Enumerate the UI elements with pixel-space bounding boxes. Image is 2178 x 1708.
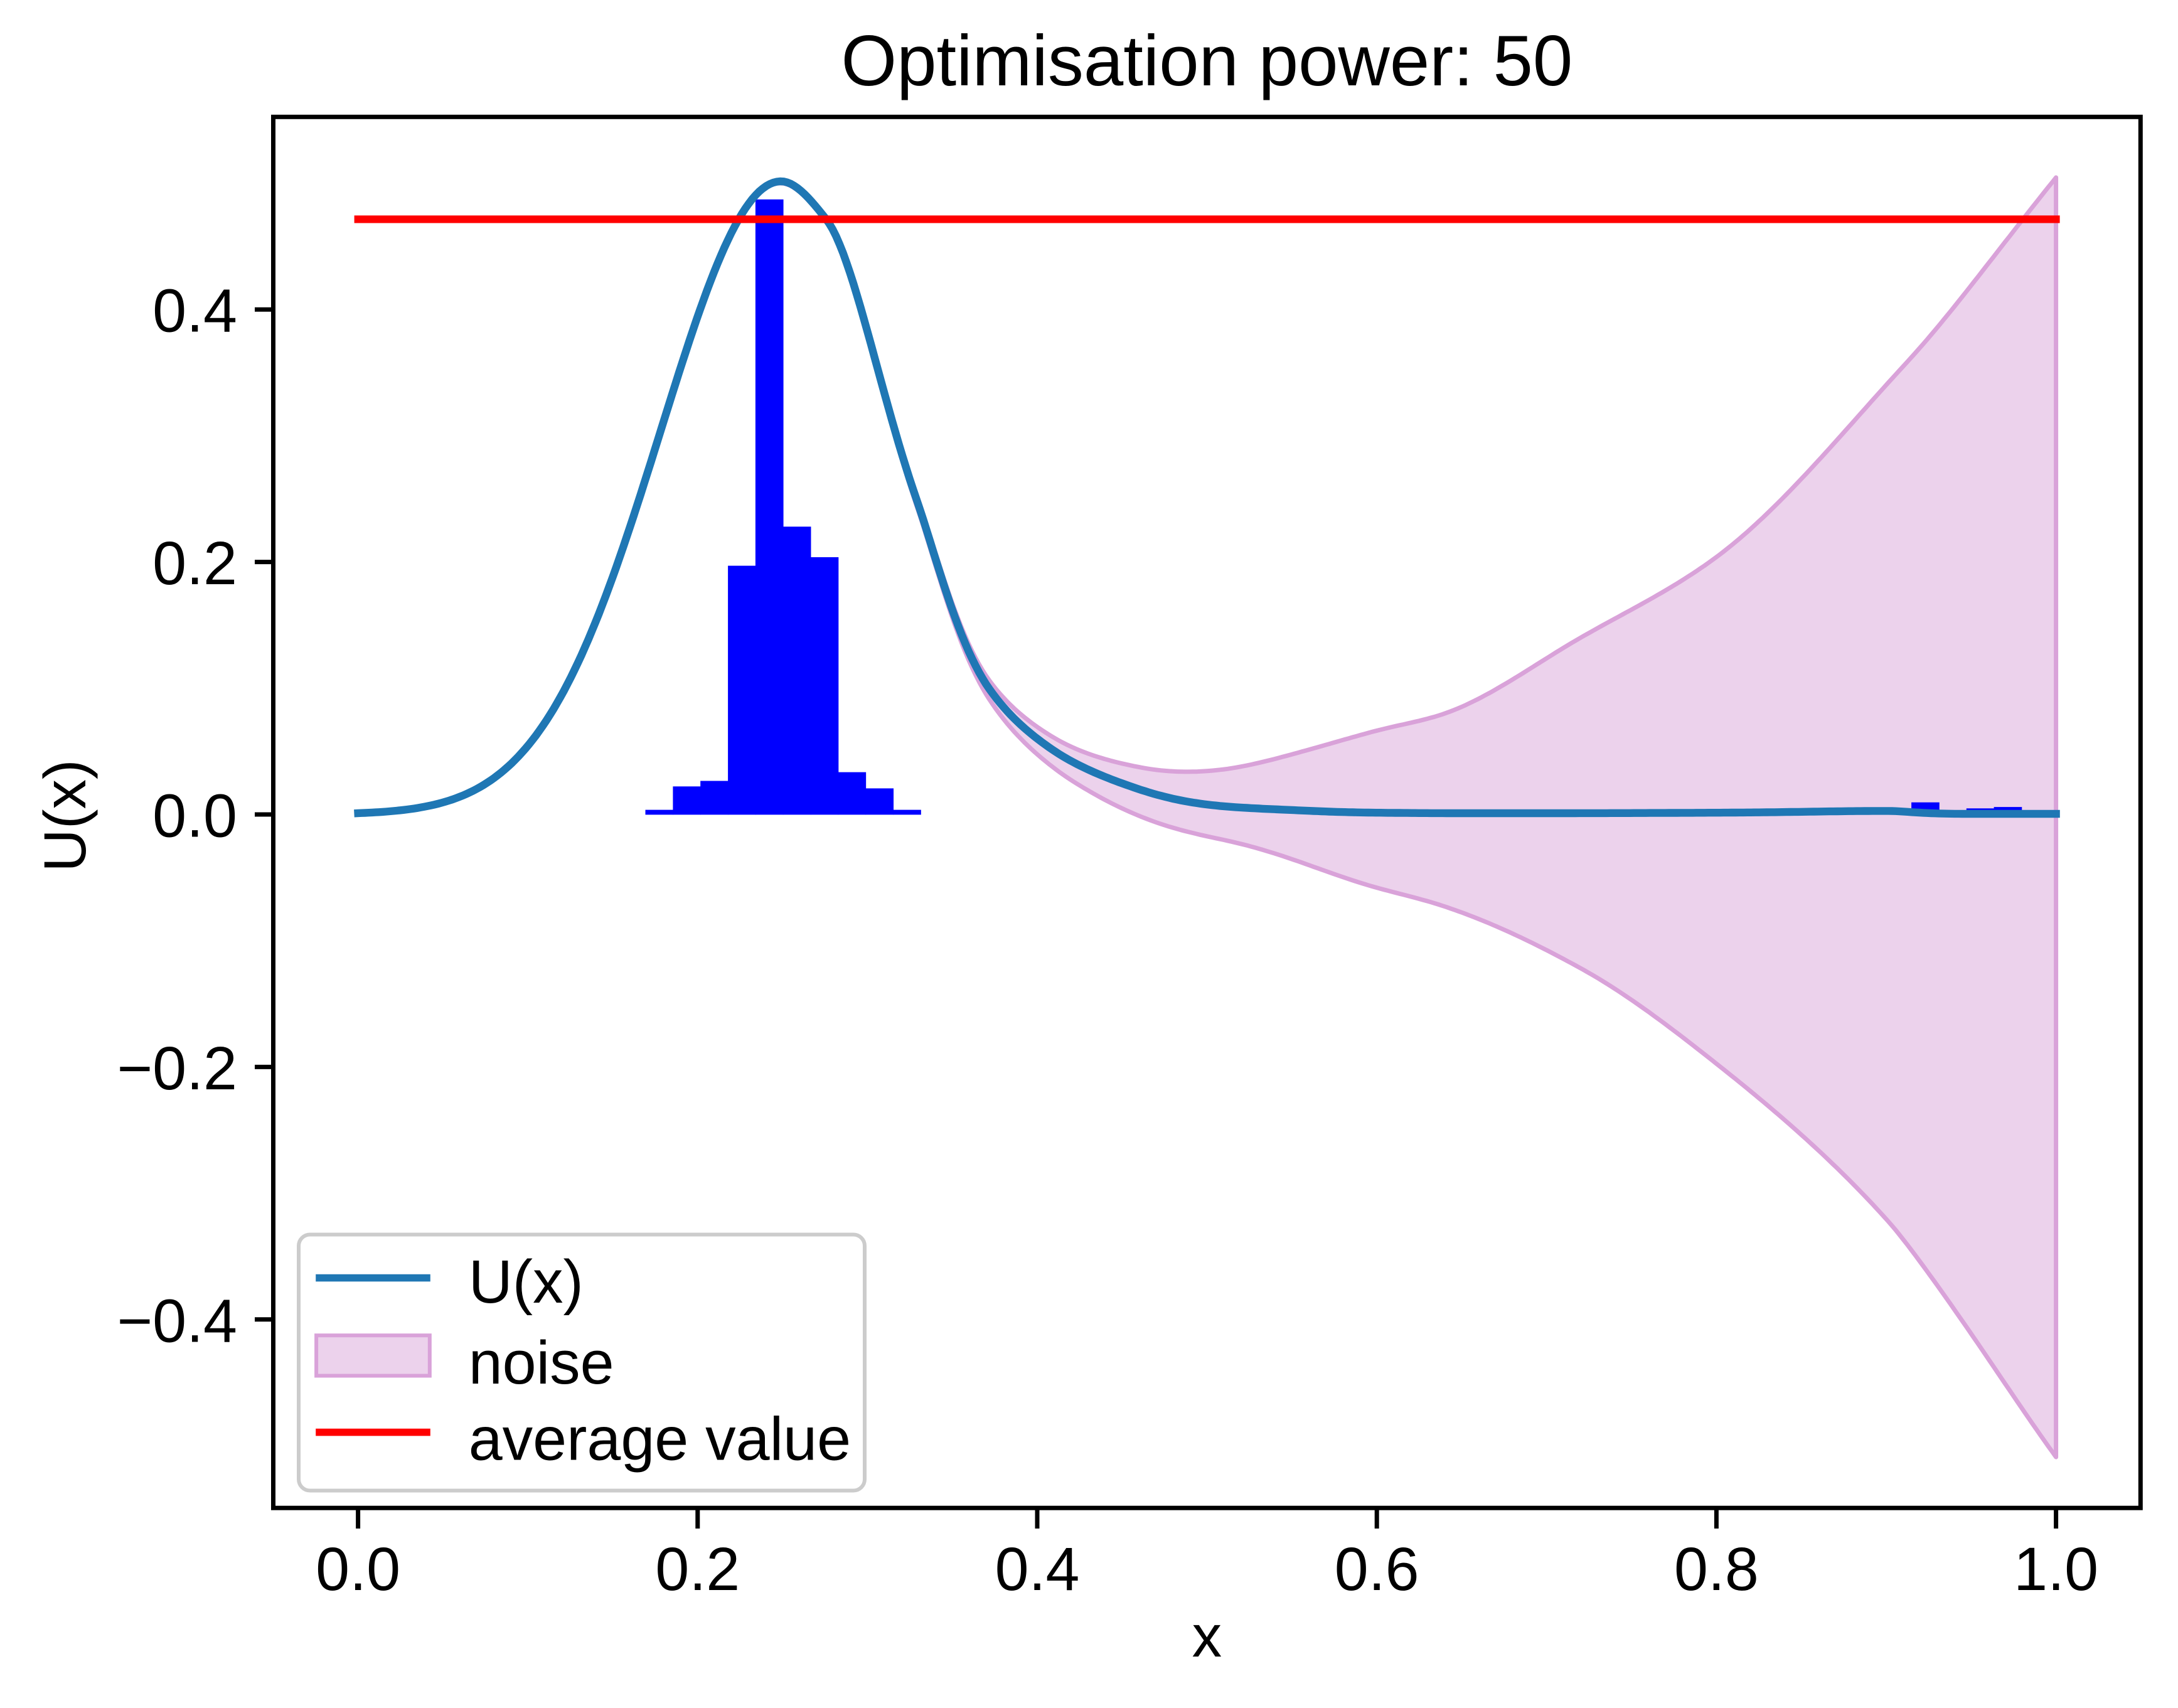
svg-text:0.4: 0.4 [995,1535,1080,1603]
svg-text:1.0: 1.0 [2014,1535,2098,1603]
svg-text:0.0: 0.0 [152,782,237,850]
svg-text:Optimisation power: 50: Optimisation power: 50 [841,21,1572,101]
svg-text:average value: average value [469,1405,851,1473]
svg-text:U(x): U(x) [32,759,99,872]
svg-text:−0.4: −0.4 [117,1286,238,1355]
svg-text:−0.2: −0.2 [117,1034,238,1102]
svg-text:0.8: 0.8 [1674,1535,1759,1603]
svg-text:x: x [1192,1603,1222,1670]
svg-text:0.6: 0.6 [1335,1535,1419,1603]
svg-text:U(x): U(x) [469,1247,584,1316]
svg-text:0.2: 0.2 [152,529,237,597]
svg-text:0.4: 0.4 [152,277,237,345]
svg-text:0.2: 0.2 [655,1535,740,1603]
svg-text:0.0: 0.0 [316,1535,400,1603]
svg-text:noise: noise [469,1328,614,1397]
